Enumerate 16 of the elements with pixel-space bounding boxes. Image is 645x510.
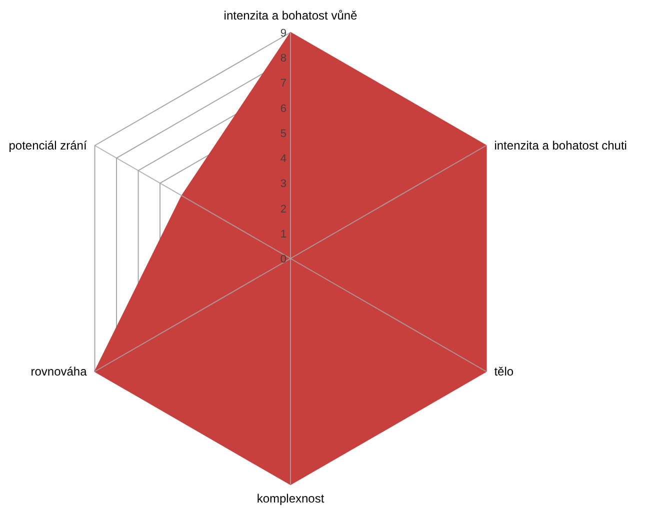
y-tick-label: 3 bbox=[280, 178, 287, 190]
y-tick-label: 9 bbox=[280, 28, 287, 40]
spoke-label: intenzita a bohatost chuti bbox=[494, 138, 627, 152]
y-tick-label: 2 bbox=[280, 203, 287, 216]
y-tick-label: 5 bbox=[280, 128, 287, 140]
spoke-label: rovnováha bbox=[30, 364, 88, 378]
y-tick-label: 1 bbox=[280, 228, 287, 240]
spoke-label: intenzita a bohatost vůně bbox=[224, 8, 358, 22]
y-tick-label: 4 bbox=[280, 153, 287, 166]
spoke-label: potenciál zrání bbox=[8, 138, 88, 152]
y-tick-label: 6 bbox=[280, 102, 287, 115]
spoke-label: tělo bbox=[494, 364, 514, 378]
y-tick-label: 7 bbox=[280, 78, 287, 90]
y-tick-label: 0 bbox=[280, 254, 287, 266]
y-tick-label: 8 bbox=[280, 52, 287, 65]
spoke-label: komplexnost bbox=[256, 492, 325, 506]
